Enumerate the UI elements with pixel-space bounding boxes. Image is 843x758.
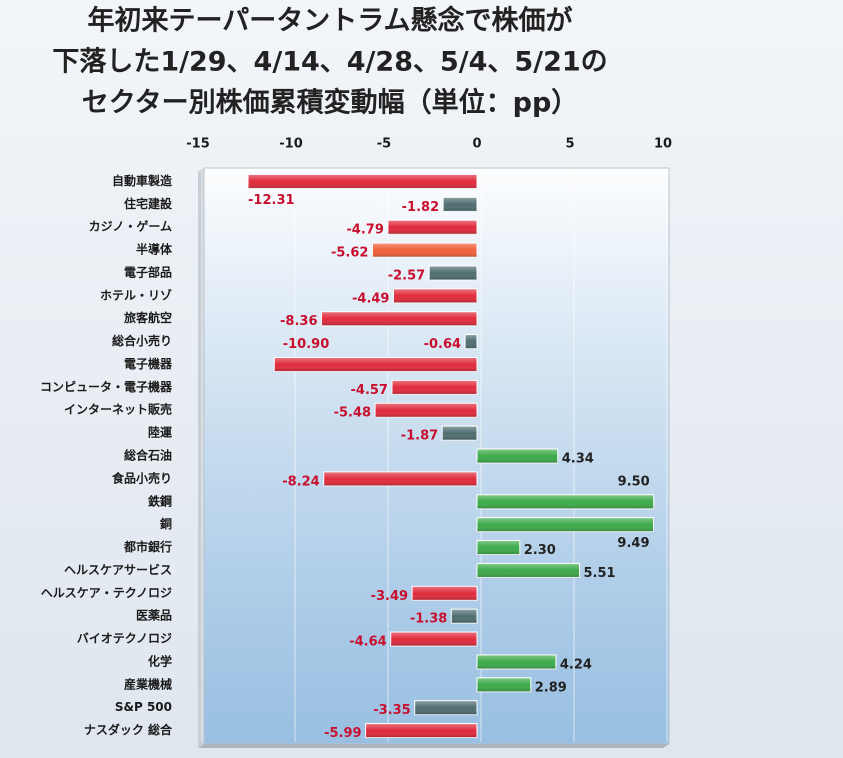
bar-shine bbox=[451, 609, 477, 624]
bar-shine bbox=[323, 471, 477, 486]
plot-side bbox=[198, 168, 204, 748]
value-label: -3.49 bbox=[371, 589, 408, 604]
value-label: -1.38 bbox=[410, 612, 447, 627]
value-label: -10.90 bbox=[283, 337, 330, 352]
chart-title: セクター別株価累積変動幅（単位：pp） bbox=[82, 87, 579, 119]
y-tick-label: 電子機器 bbox=[124, 356, 173, 371]
y-tick-label: 医薬品 bbox=[136, 608, 172, 623]
value-label: 2.89 bbox=[535, 680, 567, 695]
bar-shine bbox=[248, 174, 477, 189]
bar-shine bbox=[372, 243, 477, 258]
value-label: -1.87 bbox=[401, 429, 438, 444]
y-tick-label: 陸運 bbox=[148, 425, 172, 440]
value-label: 4.24 bbox=[560, 657, 592, 672]
value-label: -4.79 bbox=[346, 223, 383, 238]
value-label: 4.34 bbox=[562, 452, 594, 467]
bar-shine bbox=[477, 449, 558, 463]
bar-shine bbox=[321, 311, 477, 326]
y-tick-label: 鉄鋼 bbox=[148, 493, 172, 508]
x-tick-label: -5 bbox=[377, 137, 391, 152]
y-tick-label: 住宅建設 bbox=[124, 196, 173, 211]
x-tick-label: 10 bbox=[654, 137, 672, 152]
bar-shine bbox=[391, 380, 477, 395]
y-tick-label: 半導体 bbox=[136, 242, 173, 257]
y-tick-label: ホテル・リゾ bbox=[100, 287, 172, 302]
bar-shine bbox=[412, 586, 477, 601]
bar-shine bbox=[393, 288, 477, 303]
plot-floor bbox=[198, 744, 669, 748]
y-tick-label: 電子部品 bbox=[124, 264, 172, 279]
y-tick-label: ヘルスケア・テクノロジ bbox=[41, 586, 172, 600]
y-tick-label: 食品小売り bbox=[111, 470, 172, 485]
y-tick-label: 銅 bbox=[159, 516, 172, 531]
x-tick-label: 5 bbox=[565, 137, 574, 152]
bar-shine bbox=[477, 540, 520, 555]
value-label: -3.35 bbox=[373, 703, 410, 718]
value-label: 9.50 bbox=[618, 474, 650, 489]
y-tick-label: 化学 bbox=[148, 653, 172, 668]
value-label: -5.99 bbox=[324, 726, 361, 741]
value-label: -5.62 bbox=[331, 246, 368, 261]
y-tick-label: 産業機械 bbox=[124, 676, 172, 691]
y-tick-label: コンピュータ・電子機器 bbox=[40, 379, 173, 394]
bar-shine bbox=[443, 197, 477, 212]
bar-shine bbox=[387, 220, 477, 235]
bar-shine bbox=[477, 654, 556, 669]
bar-shine bbox=[477, 494, 654, 509]
bar-shine bbox=[274, 357, 477, 372]
value-label: -1.82 bbox=[402, 200, 439, 215]
x-tick-label: -15 bbox=[186, 137, 210, 152]
y-tick-label: 都市銀行 bbox=[123, 539, 172, 554]
y-tick-label: 総合石油 bbox=[124, 448, 172, 463]
y-tick-label: バイオテクノロジ bbox=[77, 632, 172, 646]
value-label: 2.30 bbox=[524, 543, 556, 558]
y-tick-label: カジノ・ゲーム bbox=[89, 219, 172, 234]
plot-wall bbox=[203, 167, 670, 745]
y-tick-label: インターネット販売 bbox=[64, 402, 172, 417]
value-label: -8.24 bbox=[282, 474, 319, 489]
y-tick-label: S&P 500 bbox=[115, 700, 172, 714]
bar-shine bbox=[414, 700, 477, 715]
bar-shine bbox=[465, 334, 477, 349]
y-tick-label: 総合小売り bbox=[112, 333, 172, 348]
bar-shine bbox=[477, 517, 654, 532]
value-label: -4.57 bbox=[351, 383, 388, 398]
y-tick-label: 旅客航空 bbox=[124, 310, 172, 325]
y-tick-label: 自動車製造 bbox=[112, 173, 173, 188]
y-tick-label: ナスダック 総合 bbox=[84, 722, 173, 737]
value-label: -5.48 bbox=[334, 406, 371, 421]
bar-shine bbox=[477, 563, 580, 578]
bar-shine bbox=[429, 265, 477, 280]
value-label: -0.64 bbox=[424, 337, 461, 352]
bar-shine bbox=[375, 403, 477, 418]
value-label: 5.51 bbox=[583, 566, 615, 581]
value-label: -12.31 bbox=[248, 193, 295, 208]
x-tick-label: -10 bbox=[279, 137, 303, 152]
bar-shine bbox=[390, 632, 477, 647]
y-tick-label: ヘルスケアサービス bbox=[64, 562, 172, 577]
bar-shine bbox=[477, 677, 531, 692]
value-label: -2.57 bbox=[388, 268, 425, 283]
value-label: -8.36 bbox=[280, 314, 317, 329]
chart-title: 年初来テーパータントラム懸念で株価が bbox=[88, 5, 573, 37]
bar-shine bbox=[442, 426, 477, 441]
value-label: -4.49 bbox=[352, 291, 389, 306]
bar-shine bbox=[365, 723, 477, 738]
value-label: 9.49 bbox=[617, 536, 649, 551]
value-label: -4.64 bbox=[349, 635, 386, 650]
x-tick-label: 0 bbox=[472, 137, 481, 152]
chart-title: 下落した1/29、4/14、4/28、5/4、5/21の bbox=[52, 47, 607, 78]
